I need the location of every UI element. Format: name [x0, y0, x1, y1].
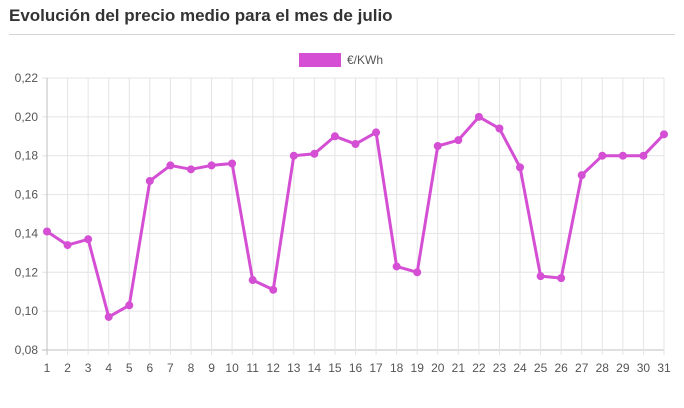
data-point[interactable] [248, 276, 257, 285]
x-tick-label: 22 [472, 361, 486, 375]
x-tick-label: 17 [369, 361, 383, 375]
x-tick-label: 7 [167, 361, 174, 375]
data-point[interactable] [474, 112, 483, 121]
y-tick-label: 0,18 [15, 149, 39, 163]
data-point[interactable] [145, 176, 154, 185]
x-tick-label: 20 [431, 361, 445, 375]
y-tick-label: 0,16 [15, 188, 39, 202]
x-tick-label: 8 [188, 361, 195, 375]
data-point[interactable] [372, 128, 381, 137]
x-tick-label: 1 [44, 361, 51, 375]
data-point[interactable] [536, 272, 545, 281]
data-point[interactable] [598, 151, 607, 160]
x-tick-label: 4 [105, 361, 112, 375]
data-point[interactable] [84, 235, 93, 244]
x-tick-label: 14 [308, 361, 322, 375]
data-point[interactable] [433, 142, 442, 150]
x-axis-ticks: 1 2 3 4 5 6 7 8 9 10 11 12 13 14 15 16 17 18 19 20 21 22 23 24 2… [44, 361, 671, 375]
x-tick-label: 28 [596, 361, 610, 375]
data-point[interactable] [269, 285, 278, 294]
x-tick-label: 23 [493, 361, 507, 375]
data-point[interactable] [557, 274, 566, 283]
data-point[interactable] [516, 163, 525, 172]
x-tick-label: 26 [554, 361, 568, 375]
legend[interactable]: €/KWh [299, 53, 383, 67]
x-tick-label: 31 [657, 361, 671, 375]
x-tick-label: 30 [637, 361, 651, 375]
data-point[interactable] [413, 268, 422, 277]
x-tick-label: 24 [513, 361, 527, 375]
data-point[interactable] [660, 130, 668, 139]
x-tick-label: 2 [64, 361, 71, 375]
y-tick-label: 0,08 [15, 343, 39, 357]
data-point[interactable] [495, 124, 504, 133]
data-series [43, 112, 668, 321]
x-tick-label: 18 [390, 361, 404, 375]
x-tick-label: 19 [411, 361, 425, 375]
y-tick-label: 0,22 [15, 71, 39, 85]
x-tick-label: 21 [452, 361, 466, 375]
grid-lines [42, 77, 665, 355]
data-point[interactable] [618, 151, 627, 160]
y-axis-ticks: 0,08 0,10 0,12 0,14 0,16 0,18 0,20 0,22 [15, 71, 39, 357]
x-tick-label: 5 [126, 361, 133, 375]
data-point[interactable] [330, 132, 339, 141]
x-tick-label: 12 [267, 361, 281, 375]
title-divider [9, 34, 675, 35]
data-point[interactable] [228, 159, 237, 168]
data-point[interactable] [454, 136, 463, 145]
legend-swatch [299, 53, 341, 67]
data-point[interactable] [166, 161, 175, 170]
x-tick-label: 25 [534, 361, 548, 375]
data-point[interactable] [207, 161, 216, 170]
x-tick-label: 6 [146, 361, 153, 375]
data-point[interactable] [310, 149, 319, 158]
data-point[interactable] [639, 151, 648, 160]
x-tick-label: 29 [616, 361, 630, 375]
data-point[interactable] [392, 262, 401, 271]
x-tick-label: 16 [349, 361, 363, 375]
legend-label: €/KWh [347, 53, 384, 67]
x-tick-label: 27 [575, 361, 589, 375]
data-point[interactable] [186, 165, 195, 174]
data-point[interactable] [125, 301, 134, 310]
x-tick-label: 11 [246, 361, 259, 375]
y-tick-label: 0,14 [15, 226, 39, 240]
chart-title: Evolución del precio medio para el mes d… [9, 6, 393, 25]
x-tick-label: 13 [287, 361, 301, 375]
data-point[interactable] [289, 151, 298, 160]
data-point[interactable] [351, 140, 360, 149]
x-tick-label: 9 [208, 361, 215, 375]
data-point[interactable] [577, 171, 586, 180]
data-point[interactable] [104, 312, 113, 321]
y-tick-label: 0,20 [15, 110, 39, 124]
data-point[interactable] [63, 241, 72, 250]
x-tick-label: 3 [85, 361, 92, 375]
x-tick-label: 10 [225, 361, 239, 375]
data-point[interactable] [43, 227, 51, 236]
x-tick-label: 15 [328, 361, 342, 375]
y-tick-label: 0,10 [15, 304, 39, 318]
y-tick-label: 0,12 [15, 265, 39, 279]
